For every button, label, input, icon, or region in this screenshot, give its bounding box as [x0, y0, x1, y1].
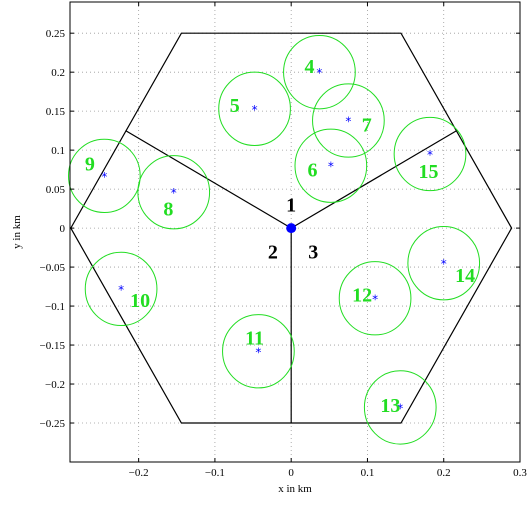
sector-label-1: 1: [286, 195, 296, 217]
x-tick-label: −0.2: [129, 467, 149, 479]
y-tick-label: −0.05: [40, 262, 66, 274]
y-tick-label: 0.25: [46, 28, 66, 40]
hotspot-point-12: *: [372, 292, 378, 306]
hotspot-circle-14: [407, 226, 481, 301]
hotspot-label-7: 7: [362, 114, 372, 136]
hotspot-point-5: *: [252, 103, 258, 117]
x-tick-label: 0.2: [437, 467, 451, 479]
hotspot-circle-11: [222, 314, 295, 389]
x-tick-label: 0.1: [361, 467, 375, 479]
hotspot-circle-4: [283, 35, 356, 110]
hotspot-circles: [67, 35, 481, 445]
hotspot-circle-9: [67, 138, 141, 214]
y-tick-label: −0.2: [45, 379, 65, 391]
y-tick-label: −0.25: [40, 418, 66, 430]
hotspot-point-14: *: [441, 257, 447, 271]
plot-frame: [69, 1, 521, 463]
y-axis-label: y in km: [11, 215, 23, 249]
hotspot-label-12: 12: [352, 284, 372, 306]
y-tick-label: −0.1: [45, 301, 65, 313]
hotspot-label-6: 6: [308, 160, 318, 182]
hotspot-circle-10: [84, 251, 158, 327]
hotspot-point-10: *: [118, 283, 124, 297]
hotspot-circle-15: [393, 116, 467, 192]
y-tick-label: 0.2: [51, 67, 65, 79]
y-tick-label: 0.1: [51, 145, 65, 157]
hotspot-point-8: *: [171, 186, 177, 200]
hotspot-label-9: 9: [85, 153, 95, 175]
base-station-point: [286, 223, 297, 234]
hotspot-circle-8: [137, 155, 211, 230]
hotspot-circle-7: [312, 83, 385, 158]
y-tick-label: 0.15: [46, 106, 66, 118]
hotspot-points: * * * * * * * * * * * *: [101, 66, 446, 415]
axis-ticks: −0.2 −0.1 0 0.1 0.2 0.3 0.25 0.2 0.15 0.1 0.05 0 −0.…: [40, 2, 527, 479]
hotspot-point-11: *: [255, 345, 261, 359]
sector-label-2: 2: [268, 241, 278, 263]
hotspot-label-4: 4: [304, 56, 314, 78]
hotspot-label-10: 10: [130, 290, 150, 312]
hotspot-circle-5: [218, 71, 291, 146]
hotspot-circle-13: [363, 370, 437, 445]
hotspot-label-8: 8: [163, 199, 173, 221]
hotspot-label-13: 13: [380, 395, 400, 417]
hotspot-label-14: 14: [455, 265, 475, 287]
y-tick-label: −0.15: [40, 340, 66, 352]
grid-lines: [70, 2, 521, 462]
hotspot-label-5: 5: [230, 95, 240, 117]
hotspot-point-6: *: [328, 160, 334, 174]
hotspot-point-4: *: [316, 66, 322, 80]
hotspot-label-15: 15: [418, 161, 438, 183]
y-tick-label: 0.05: [46, 184, 66, 196]
hotspot-label-11: 11: [245, 327, 264, 349]
x-tick-label: 0: [288, 467, 294, 479]
x-tick-label: −0.1: [205, 467, 225, 479]
y-tick-label: 0: [60, 223, 66, 235]
hotspot-point-13: *: [397, 401, 403, 415]
hotspot-circle-12: [338, 261, 412, 336]
sector-boundary: [125, 130, 292, 229]
x-tick-label: 0.3: [513, 467, 527, 479]
hotspot-point-15: *: [427, 148, 433, 162]
x-axis-label: x in km: [278, 483, 312, 495]
sector-label-3: 3: [308, 241, 318, 263]
hotspot-point-9: *: [101, 170, 107, 184]
hotspot-circle-6: [294, 128, 368, 203]
sector-boundary: [290, 130, 457, 229]
hotspot-point-7: *: [345, 115, 351, 129]
